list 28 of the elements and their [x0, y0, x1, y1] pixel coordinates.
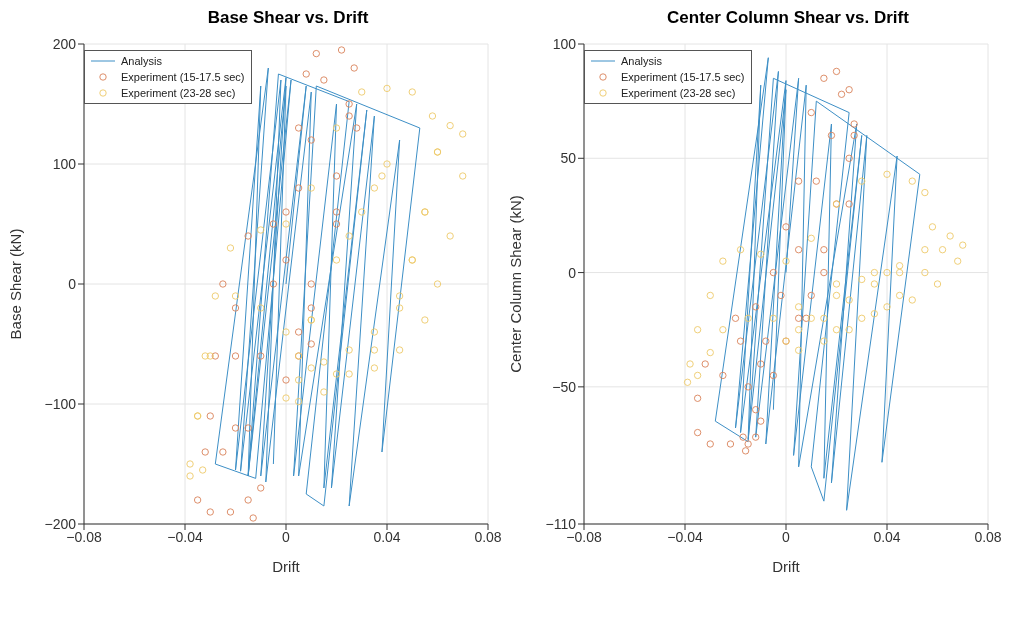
- x-tick-label: 0.08: [474, 528, 502, 545]
- y-tick-label: −100: [44, 395, 77, 412]
- y-tick-label: 50: [560, 150, 577, 167]
- y-axis-title: Center Column Shear (kN): [507, 195, 525, 373]
- x-axis-title: Drift: [772, 558, 801, 575]
- x-axis-title: Drift: [272, 558, 301, 575]
- x-tick-label: 0.04: [373, 528, 401, 545]
- x-tick-label: −0.04: [667, 528, 703, 545]
- x-tick-label: 0.08: [974, 528, 1002, 545]
- y-tick-label: 0: [568, 264, 577, 281]
- y-tick-label: 100: [552, 35, 577, 52]
- legend-label: Experiment (15-17.5 sec): [621, 70, 745, 85]
- x-tick-label: 0: [782, 528, 791, 545]
- y-tick-label: 100: [52, 155, 77, 172]
- legend-label: Experiment (23-28 sec): [621, 86, 736, 101]
- y-tick-label: −50: [552, 378, 577, 395]
- legend-label: Experiment (23-28 sec): [121, 86, 236, 101]
- x-tick-label: −0.04: [167, 528, 203, 545]
- legend-label: Experiment (15-17.5 sec): [121, 70, 245, 85]
- x-tick-label: 0.04: [873, 528, 901, 545]
- y-tick-label: 0: [68, 275, 77, 292]
- y-axis-title: Base Shear (kN): [7, 228, 25, 340]
- chart-title: Center Column Shear vs. Drift: [666, 8, 910, 29]
- legend-label: Analysis: [121, 54, 162, 69]
- x-tick-label: 0: [282, 528, 291, 545]
- y-tick-label: 200: [52, 35, 77, 52]
- legend-label: Analysis: [621, 54, 662, 69]
- chart-title: Base Shear vs. Drift: [206, 8, 370, 29]
